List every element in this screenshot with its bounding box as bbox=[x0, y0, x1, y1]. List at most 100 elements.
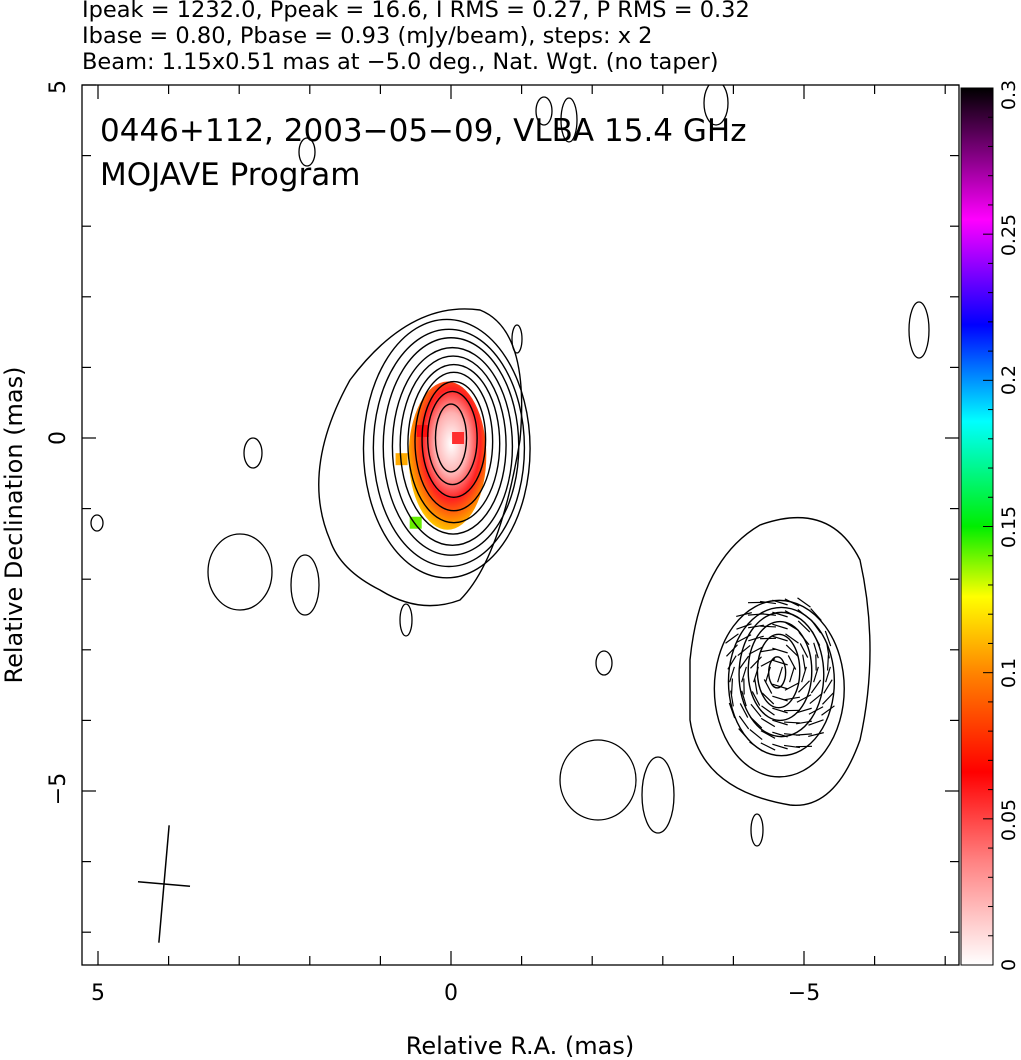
evpa-vector-54 bbox=[772, 719, 788, 726]
evpa-vector-45 bbox=[772, 611, 788, 618]
evpa-vector-43 bbox=[760, 742, 776, 751]
evpa-vector-65 bbox=[784, 696, 800, 701]
polarization-pixel-0 bbox=[452, 432, 465, 444]
colorbar-label-025: 0.25 bbox=[998, 214, 1020, 256]
colorbar-label-0: 0 bbox=[998, 959, 1020, 971]
evpa-vector-72 bbox=[797, 620, 811, 633]
evpa-vector-31 bbox=[759, 600, 777, 605]
evpa-vector-100 bbox=[821, 705, 835, 716]
noise-island-5 bbox=[511, 324, 523, 354]
total-intensity-contours bbox=[318, 308, 871, 806]
evpa-vector-10 bbox=[737, 644, 751, 657]
evpa-vector-93 bbox=[808, 732, 824, 737]
x-tick-label-minus5: −5 bbox=[788, 981, 820, 1006]
core-outer-contour bbox=[318, 308, 523, 607]
jet-outer-contour bbox=[689, 517, 871, 806]
evpa-vector-5 bbox=[730, 690, 734, 707]
core-contour-9 bbox=[362, 318, 531, 579]
evpa-vector-60 bbox=[785, 633, 799, 644]
evpa-vector-46 bbox=[772, 623, 788, 630]
evpa-vector-96 bbox=[826, 654, 830, 671]
evpa-vector-64 bbox=[784, 682, 800, 691]
evpa-vector-56 bbox=[772, 743, 788, 750]
noise-island-3 bbox=[290, 554, 320, 616]
evpa-vector-47 bbox=[772, 635, 788, 642]
evpa-vector-58 bbox=[784, 610, 800, 619]
x-axis-label: Relative R.A. (mas) bbox=[406, 1032, 634, 1060]
colorbar: 0 0.05 0.1 0.15 0.2 0.25 0.3 bbox=[960, 80, 1020, 971]
noise-island-12 bbox=[641, 756, 675, 834]
evpa-vector-14 bbox=[741, 690, 747, 707]
core-contour-4 bbox=[407, 363, 501, 524]
evpa-vector-99 bbox=[822, 692, 834, 705]
evpa-vector-94 bbox=[824, 630, 832, 647]
evpa-vector-51 bbox=[772, 683, 788, 690]
y-tick-label-minus5: −5 bbox=[46, 773, 71, 805]
colorbar-label-015: 0.15 bbox=[998, 506, 1020, 548]
evpa-vector-67 bbox=[783, 721, 801, 724]
evpa-vector-6 bbox=[728, 702, 736, 719]
evpa-vector-86 bbox=[813, 642, 819, 659]
noise-island-6 bbox=[535, 96, 553, 126]
evpa-vector-83 bbox=[810, 608, 822, 621]
colorbar-label-005: 0.05 bbox=[998, 799, 1020, 841]
colorbar-ticks bbox=[983, 87, 993, 966]
evpa-vector-79 bbox=[796, 707, 812, 714]
evpa-vector-49 bbox=[772, 659, 788, 666]
evpa-vector-71 bbox=[797, 609, 811, 621]
evpa-vector-11 bbox=[738, 655, 750, 670]
evpa-vector-74 bbox=[799, 643, 809, 658]
evpa-vector-9 bbox=[736, 634, 752, 643]
noise-island-2 bbox=[207, 533, 273, 611]
noise-island-1 bbox=[90, 514, 104, 532]
evpa-vector-59 bbox=[784, 621, 800, 632]
noise-island-9 bbox=[908, 301, 930, 359]
evpa-vector-81 bbox=[795, 733, 813, 736]
noise-island-14 bbox=[298, 137, 316, 167]
evpa-vector-48 bbox=[772, 647, 788, 654]
evpa-vector-32 bbox=[759, 613, 777, 616]
y-tick-label-0: 0 bbox=[46, 431, 71, 445]
x-tick-label-5: 5 bbox=[91, 981, 105, 1006]
evpa-vector-25 bbox=[754, 678, 758, 695]
evpa-vector-78 bbox=[796, 694, 812, 703]
evpa-vector-92 bbox=[808, 719, 824, 726]
evpa-vector-70 bbox=[797, 597, 811, 608]
evpa-vector-98 bbox=[823, 679, 833, 694]
evpa-vector-30 bbox=[749, 741, 763, 752]
y-tick-label-5: 5 bbox=[46, 80, 71, 94]
core-contour-6 bbox=[391, 346, 514, 547]
evpa-vector-80 bbox=[796, 720, 812, 725]
core-contour-2 bbox=[421, 380, 487, 499]
evpa-vector-35 bbox=[760, 648, 776, 653]
colorbar-label-01: 0.1 bbox=[998, 658, 1020, 688]
jet-contour-2 bbox=[738, 611, 825, 738]
title-line-2: MOJAVE Program bbox=[100, 157, 360, 193]
evpa-vector-38 bbox=[763, 679, 773, 694]
plot-frame bbox=[81, 84, 960, 966]
noise-island-13 bbox=[750, 813, 764, 847]
evpa-vector-40 bbox=[761, 705, 775, 716]
evpa-vector-90 bbox=[809, 692, 823, 705]
noise-island-11 bbox=[559, 739, 637, 821]
colorbar-label-02: 0.2 bbox=[998, 365, 1020, 395]
jet-contour-1 bbox=[727, 606, 836, 757]
evpa-vector-23 bbox=[750, 656, 762, 669]
evpa-vector-22 bbox=[748, 646, 764, 655]
evpa-vector-7 bbox=[736, 612, 752, 617]
colorbar-label-03: 0.3 bbox=[998, 80, 1020, 110]
evpa-vector-76 bbox=[801, 666, 807, 683]
evpa-vector-89 bbox=[810, 679, 822, 694]
core-contour-0 bbox=[434, 403, 468, 473]
beam-minor-axis bbox=[137, 880, 191, 888]
evpa-vector-39 bbox=[761, 692, 775, 705]
evpa-vector-33 bbox=[759, 625, 777, 628]
noise-islands bbox=[90, 85, 930, 847]
core-contour-1 bbox=[427, 390, 478, 486]
evpa-vector-84 bbox=[810, 619, 822, 634]
jet-contour-0 bbox=[713, 599, 845, 778]
evpa-vector-50 bbox=[777, 666, 783, 683]
evpa-vector-8 bbox=[736, 623, 752, 630]
jet-contour-3 bbox=[747, 620, 813, 722]
x-tick-label-0: 0 bbox=[444, 981, 458, 1006]
